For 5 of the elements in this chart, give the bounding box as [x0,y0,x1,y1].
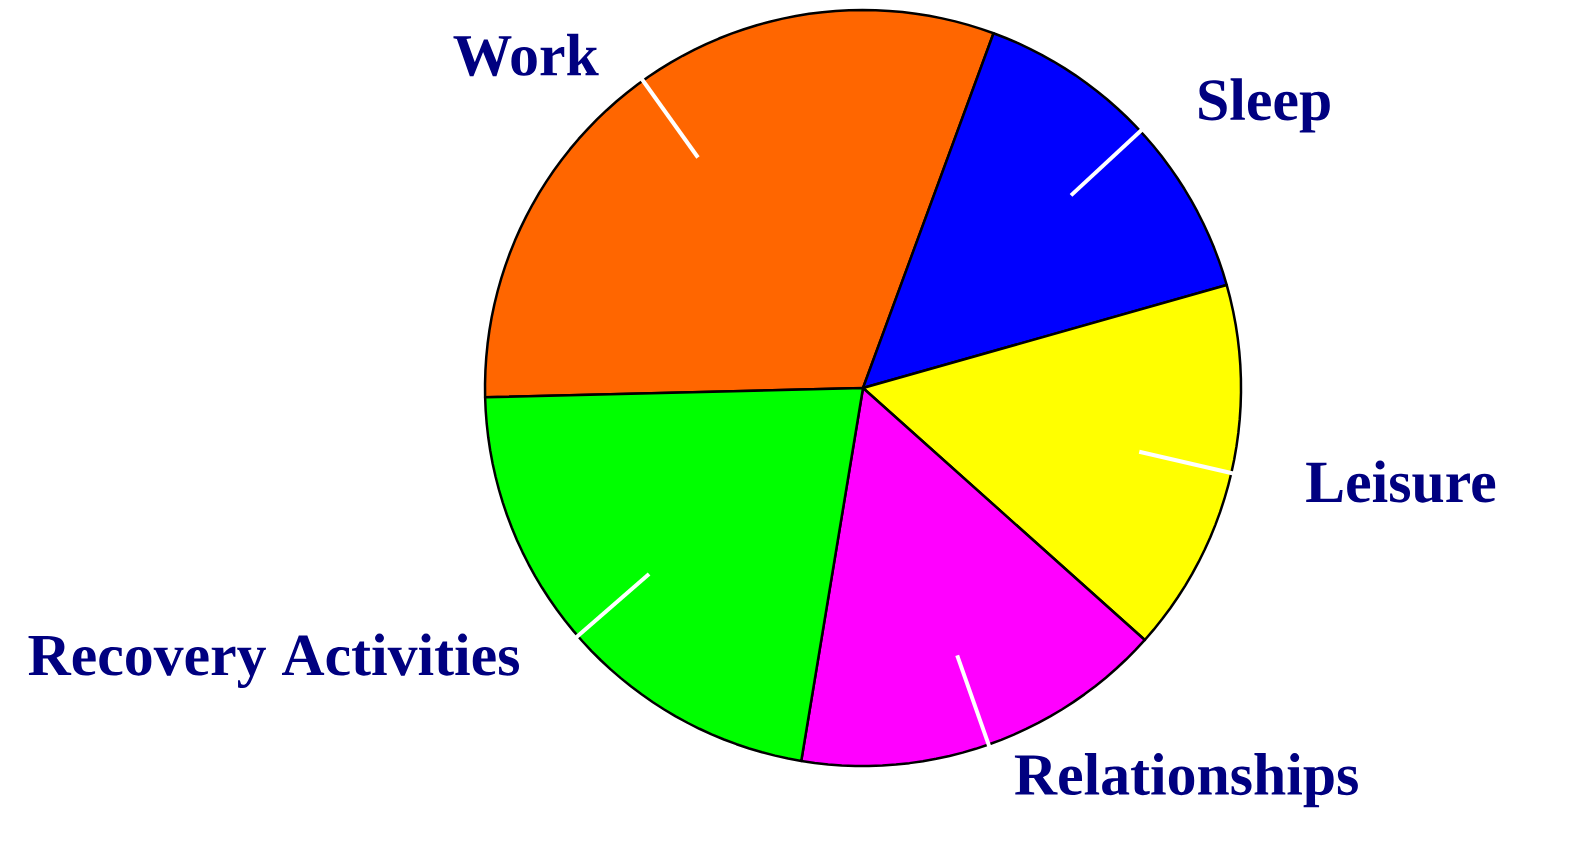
slice-label: Recovery Activities [28,633,520,688]
slice-label: Work [453,33,599,77]
slice-label: Relationships [1014,753,1358,808]
slice-label: Sleep [1199,78,1330,133]
slice-label: Leisure [1306,460,1496,503]
